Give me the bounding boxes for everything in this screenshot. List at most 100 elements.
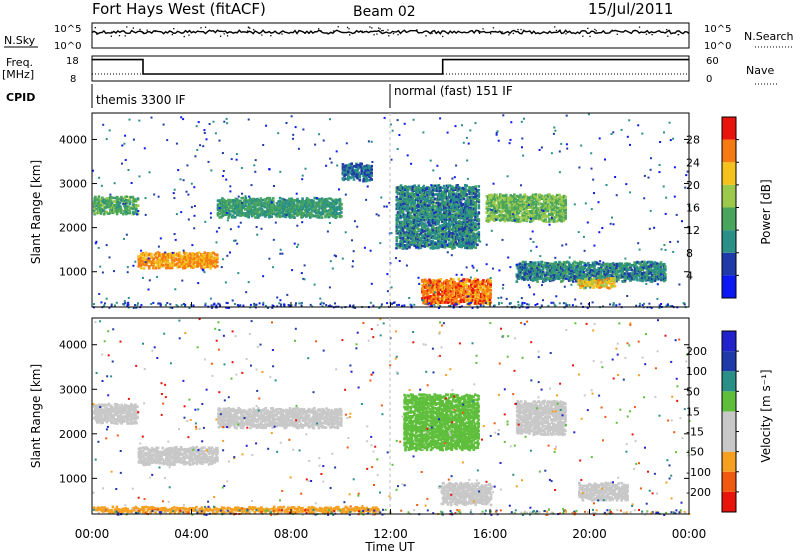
data-cell	[171, 267, 174, 270]
data-cell	[489, 299, 492, 302]
data-cell	[519, 194, 522, 197]
data-cell	[408, 246, 411, 249]
data-cell	[564, 209, 567, 212]
noise-search-point	[96, 34, 97, 35]
data-cell	[524, 261, 527, 264]
nsearch-label: N.Search	[744, 30, 794, 43]
noise-search-point	[560, 30, 561, 31]
data-cell	[445, 279, 448, 282]
data-cell	[340, 207, 343, 210]
noise-trace	[92, 26, 689, 37]
data-cell	[399, 200, 402, 203]
data-cell	[431, 240, 434, 243]
data-cell	[366, 177, 369, 180]
data-cell	[478, 225, 481, 228]
noise-search-point	[556, 30, 557, 31]
data-cell	[216, 256, 219, 259]
cpid-label: CPID	[6, 91, 35, 104]
data-cell	[413, 184, 416, 187]
data-cell	[359, 176, 362, 179]
noise-search-point	[378, 27, 379, 28]
noise-search-point	[380, 28, 381, 29]
noise-tick-top-right: 10^5	[704, 24, 731, 35]
noise-search-point	[371, 27, 372, 28]
data-cell	[262, 199, 265, 202]
data-cell	[445, 297, 448, 300]
noise-search-point	[517, 29, 518, 30]
noise-search-point	[338, 26, 339, 27]
cpid-segment-1: themis 3300 IF	[96, 93, 186, 107]
data-cell	[129, 211, 132, 214]
noise-search-point	[502, 31, 503, 32]
data-cell	[204, 251, 207, 254]
data-cell	[370, 178, 373, 181]
data-cell	[441, 241, 444, 244]
data-cell	[465, 193, 468, 196]
data-cell	[155, 267, 158, 270]
data-cell	[519, 263, 522, 266]
noise-search-point	[125, 35, 126, 36]
data-cell	[489, 280, 492, 283]
noise-search-point	[431, 33, 432, 34]
noise-tick-bottom-left: 10^0	[54, 41, 81, 52]
data-cell	[152, 257, 155, 260]
data-cell	[489, 289, 492, 292]
data-cell	[440, 278, 443, 281]
data-cell	[402, 237, 405, 240]
data-cell	[289, 210, 292, 213]
noise-search-point	[327, 33, 328, 34]
noise-search-point	[151, 32, 152, 33]
data-cell	[318, 216, 321, 219]
cpid-segment-2: normal (fast) 151 IF	[394, 84, 513, 98]
data-cell	[545, 221, 548, 224]
data-cell	[242, 197, 245, 200]
noise-search-point	[416, 29, 417, 30]
data-cell	[428, 239, 431, 242]
data-cell	[486, 217, 489, 220]
data-cell	[449, 193, 452, 196]
data-cell	[478, 223, 481, 226]
data-cell	[143, 257, 146, 260]
data-cell	[432, 194, 435, 197]
data-cell	[359, 179, 362, 182]
data-cell	[370, 165, 373, 168]
beam-title: Beam 02	[353, 4, 416, 20]
noise-search-point	[133, 27, 134, 28]
data-cell	[564, 204, 567, 207]
noise-search-point	[554, 26, 555, 27]
noise-search-point	[589, 36, 590, 37]
data-cell	[544, 218, 547, 221]
data-cell	[216, 265, 219, 268]
noise-search-point	[587, 28, 588, 29]
data-cell	[455, 286, 458, 289]
data-cell	[506, 207, 509, 210]
data-cell	[441, 230, 444, 233]
noise-tick-bottom-right: 10^0	[704, 41, 731, 52]
data-cell	[455, 204, 458, 207]
data-cell	[441, 233, 444, 236]
freq-unit-label: [MHz]	[2, 68, 34, 81]
data-cell	[489, 292, 492, 295]
data-cell	[489, 283, 492, 286]
data-cell	[450, 280, 453, 283]
noise-search-point	[354, 32, 355, 33]
data-cell	[453, 246, 456, 249]
data-cell	[472, 188, 475, 191]
noise-search-point	[249, 28, 250, 29]
data-cell	[318, 202, 321, 205]
noise-search-point	[166, 32, 167, 33]
data-cell	[478, 204, 481, 207]
noise-search-point	[639, 27, 640, 28]
data-cell	[535, 195, 538, 198]
noise-panel	[92, 23, 689, 48]
data-cell	[248, 216, 251, 219]
data-cell	[137, 204, 140, 207]
data-cell	[538, 199, 541, 202]
data-cell	[506, 204, 509, 207]
noise-search-point	[347, 27, 348, 28]
data-cell	[518, 216, 521, 219]
data-cell	[452, 193, 455, 196]
noise-search-point	[513, 33, 514, 34]
data-cell	[463, 288, 466, 291]
